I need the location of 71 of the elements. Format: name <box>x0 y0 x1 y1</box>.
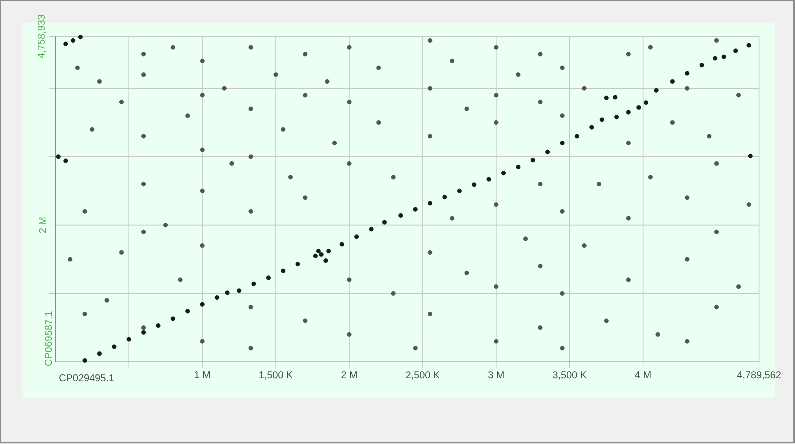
point <box>200 302 205 308</box>
point <box>574 134 580 139</box>
point <box>748 154 753 159</box>
point <box>722 54 726 60</box>
point <box>382 220 388 226</box>
point <box>70 38 76 44</box>
point <box>600 118 604 122</box>
point <box>428 201 433 206</box>
point <box>324 258 328 264</box>
point <box>64 158 68 164</box>
point <box>170 316 176 322</box>
point <box>142 330 146 336</box>
y-axis-title: CP069587.1 <box>45 312 52 366</box>
point <box>112 344 117 350</box>
x-tick-label: 3,500 K <box>553 372 587 380</box>
point <box>486 177 492 182</box>
point <box>319 252 324 258</box>
point <box>78 35 83 40</box>
point <box>126 337 132 342</box>
point <box>472 182 477 188</box>
point <box>654 88 659 94</box>
point <box>186 309 190 314</box>
point <box>398 214 404 218</box>
point <box>626 110 631 115</box>
x-tick-label: 1 M <box>195 372 210 379</box>
point <box>501 171 506 176</box>
point <box>644 100 649 106</box>
point <box>457 189 462 194</box>
point <box>82 358 88 364</box>
x-tick-label: 4 M <box>635 372 651 379</box>
point <box>670 80 675 84</box>
point <box>313 254 318 259</box>
point <box>604 96 609 101</box>
point <box>252 282 256 287</box>
point <box>354 234 360 240</box>
point <box>700 63 704 68</box>
point <box>685 71 690 76</box>
point <box>214 296 220 300</box>
point <box>530 158 536 163</box>
x-tick-label: 2 M <box>342 372 357 379</box>
y-tick-label: 4,758,933 <box>38 15 46 59</box>
point <box>713 56 718 61</box>
point <box>546 150 550 155</box>
point <box>413 207 418 212</box>
point <box>734 48 738 54</box>
point <box>266 276 271 280</box>
point <box>316 249 321 254</box>
x-tick-label: 3 M <box>488 372 504 379</box>
point <box>369 227 374 232</box>
x-axis-title: CP029495.1 <box>60 374 114 382</box>
point <box>590 125 594 130</box>
point <box>281 269 286 274</box>
x-tick-label: 4,789,562 <box>737 372 781 380</box>
x-tick-label: 1,500 K <box>260 372 294 380</box>
point <box>442 195 448 200</box>
point <box>746 43 752 48</box>
point <box>340 242 344 247</box>
point <box>64 42 68 47</box>
point <box>560 141 565 146</box>
point <box>97 352 102 356</box>
point <box>156 324 161 328</box>
point <box>613 95 618 100</box>
point <box>636 106 642 110</box>
point <box>326 249 332 254</box>
point <box>296 262 300 267</box>
point <box>56 154 61 160</box>
point <box>516 165 521 170</box>
x-tick-label: 2,500 K <box>406 372 440 380</box>
point <box>614 115 620 120</box>
point <box>225 290 230 296</box>
point <box>237 288 242 294</box>
